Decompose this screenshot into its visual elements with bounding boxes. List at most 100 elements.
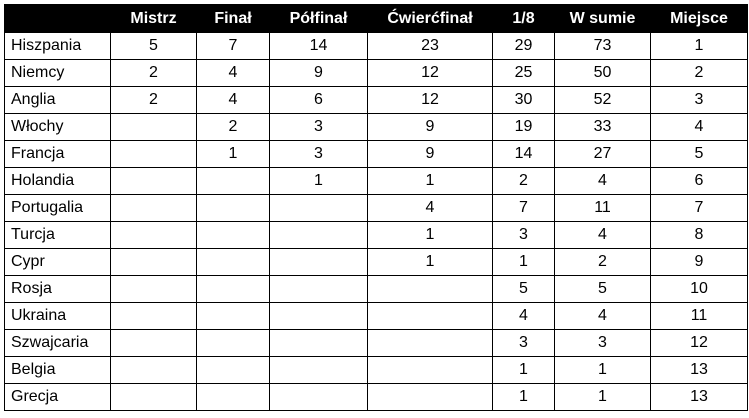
value-cell [269,302,368,330]
value-cell: 9 [269,59,368,87]
value-cell: 4 [196,86,270,114]
value-cell: 52 [554,86,651,114]
value-cell [269,329,368,357]
country-cell: Francja [4,140,111,168]
value-cell: 4 [196,59,270,87]
country-cell: Grecja [4,383,111,411]
value-cell: 1 [196,140,270,168]
header-cell: 1/8 [492,4,555,33]
table-row: Ukraina 4 4 11 [4,302,748,330]
value-cell: 7 [196,32,270,60]
value-cell [110,194,197,222]
value-cell: 1 [554,383,651,411]
value-cell [367,275,493,303]
value-cell [269,221,368,249]
value-cell [110,221,197,249]
header-cell: Półfinał [269,4,368,33]
value-cell: 29 [492,32,555,60]
value-cell: 73 [554,32,651,60]
value-cell: 1 [367,221,493,249]
value-cell [110,329,197,357]
country-cell: Holandia [4,167,111,195]
value-cell: 3 [269,140,368,168]
value-cell: 12 [650,329,748,357]
table-row: Portugalia 4 7 11 7 [4,194,748,222]
value-cell: 10 [650,275,748,303]
value-cell [110,167,197,195]
table-row: Anglia 2 4 6 12 30 52 3 [4,86,748,114]
value-cell [110,383,197,411]
country-cell: Anglia [4,86,111,114]
value-cell [269,356,368,384]
value-cell: 2 [110,86,197,114]
value-cell: 5 [492,275,555,303]
country-cell: Ukraina [4,302,111,330]
value-cell [196,302,270,330]
value-cell: 7 [650,194,748,222]
value-cell [196,275,270,303]
value-cell: 8 [650,221,748,249]
country-cell: Portugalia [4,194,111,222]
table-row: Turcja 1 3 4 8 [4,221,748,249]
table-row: Rosja 5 5 10 [4,275,748,303]
country-cell: Szwajcaria [4,329,111,357]
value-cell [110,113,197,141]
header-cell: Miejsce [650,4,748,33]
value-cell: 3 [492,221,555,249]
value-cell: 3 [650,86,748,114]
value-cell [269,194,368,222]
table-row: Grecja 1 1 13 [4,383,748,411]
table-header: Mistrz Finał Półfinał Ćwierćfinał 1/8 W sumie… [4,4,748,33]
value-cell [367,329,493,357]
value-cell: 3 [492,329,555,357]
value-cell [196,329,270,357]
value-cell: 9 [367,113,493,141]
table-row: Francja 1 3 9 14 27 5 [4,140,748,168]
value-cell: 3 [269,113,368,141]
country-cell: Rosja [4,275,111,303]
value-cell: 7 [492,194,555,222]
value-cell: 1 [492,356,555,384]
value-cell [196,194,270,222]
table-row: Hiszpania 5 7 14 23 29 73 1 [4,32,748,60]
table-row: Cypr 1 1 2 9 [4,248,748,276]
value-cell [196,248,270,276]
value-cell: 11 [650,302,748,330]
value-cell: 14 [492,140,555,168]
table-body: Hiszpania 5 7 14 23 29 73 1 Niemcy 2 4 9 12 25 50 2 Angl… [4,32,748,411]
value-cell: 23 [367,32,493,60]
value-cell: 19 [492,113,555,141]
value-cell: 25 [492,59,555,87]
value-cell: 4 [492,302,555,330]
value-cell: 27 [554,140,651,168]
value-cell: 2 [650,59,748,87]
table-row: Niemcy 2 4 9 12 25 50 2 [4,59,748,87]
value-cell [196,383,270,411]
table-row: Belgia 1 1 13 [4,356,748,384]
value-cell: 50 [554,59,651,87]
value-cell: 4 [554,167,651,195]
value-cell: 12 [367,86,493,114]
value-cell [269,248,368,276]
value-cell: 13 [650,356,748,384]
value-cell: 1 [367,167,493,195]
value-cell: 2 [196,113,270,141]
value-cell: 2 [492,167,555,195]
value-cell: 33 [554,113,651,141]
value-cell [367,383,493,411]
value-cell: 1 [269,167,368,195]
header-cell: Ćwierćfinał [367,4,493,33]
value-cell [110,356,197,384]
value-cell: 4 [554,221,651,249]
value-cell: 14 [269,32,368,60]
value-cell: 3 [554,329,651,357]
value-cell [110,140,197,168]
value-cell: 13 [650,383,748,411]
table-row: Szwajcaria 3 3 12 [4,329,748,357]
value-cell [367,302,493,330]
value-cell: 4 [650,113,748,141]
value-cell: 2 [110,59,197,87]
value-cell [269,383,368,411]
country-cell: Włochy [4,113,111,141]
value-cell [196,356,270,384]
